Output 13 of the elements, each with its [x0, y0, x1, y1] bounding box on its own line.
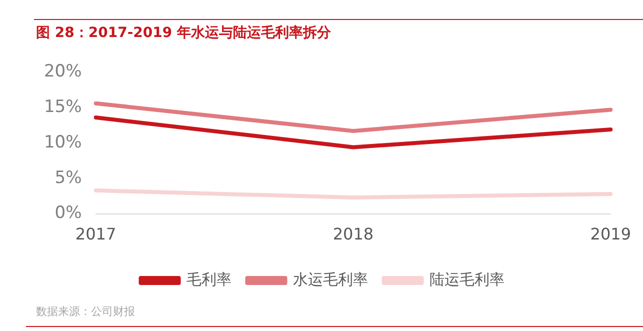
y-tick-label: 5% [54, 168, 82, 188]
chart-title: 图 28：2017-2019 年水运与陆运毛利率拆分 [36, 24, 331, 42]
y-tick-label: 0% [54, 203, 82, 224]
y-tick-label: 15% [44, 97, 82, 118]
x-tick-label: 2017 [75, 224, 116, 244]
x-tick-label: 2019 [590, 224, 631, 244]
source-note: 数据来源：公司财报 [36, 304, 135, 319]
x-tick-label: 2018 [332, 224, 374, 244]
legend-label: 水运毛利率 [292, 270, 368, 288]
legend-label: 毛利率 [186, 270, 232, 288]
y-tick-label: 10% [44, 132, 82, 152]
legend-label: 陆运毛利率 [429, 270, 504, 288]
y-tick-label: 20% [44, 62, 82, 82]
